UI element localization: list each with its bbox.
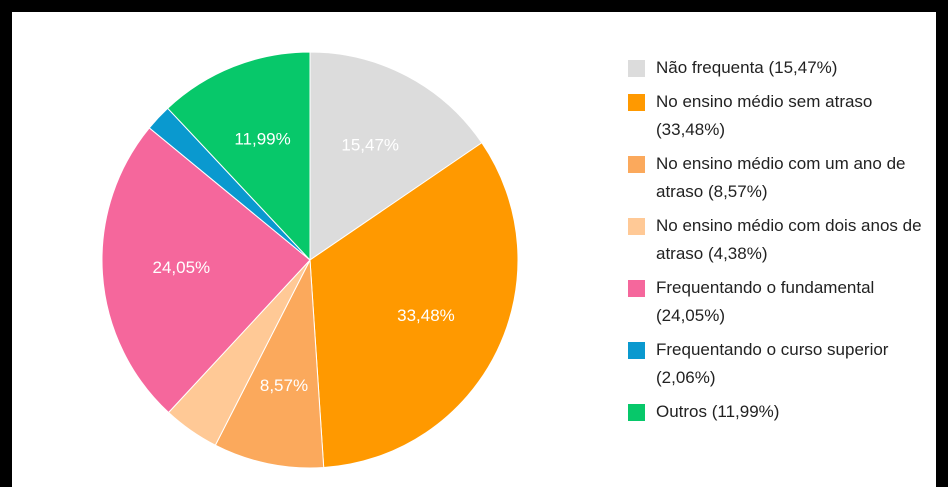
- legend-label: No ensino médio com um ano de atraso (8,…: [656, 154, 906, 201]
- legend-item: Não frequenta (15,47%): [628, 54, 928, 82]
- slice: [101, 127, 311, 414]
- legend-swatch: [628, 94, 645, 111]
- legend-swatch: [628, 404, 645, 421]
- legend-label: Outros (11,99%): [656, 402, 780, 421]
- pie: 15,47% 33,48% 8,57% 24,05% 11,99%: [101, 51, 519, 469]
- data-label: 11,99%: [234, 130, 290, 149]
- slice: [167, 51, 311, 262]
- legend-item: No ensino médio sem atraso (33,48%): [628, 88, 928, 144]
- slice: [309, 142, 519, 469]
- legend-swatch: [628, 218, 645, 235]
- legend-swatch: [628, 342, 645, 359]
- legend-item: No ensino médio com dois anos de atraso …: [628, 212, 928, 268]
- data-label: 15,47%: [341, 135, 399, 154]
- legend-label: Não frequenta (15,47%): [656, 58, 838, 77]
- slice: [309, 51, 483, 261]
- data-label: 33,48%: [397, 306, 455, 325]
- legend-swatch: [628, 60, 645, 77]
- legend-item: No ensino médio com um ano de atraso (8,…: [628, 150, 928, 206]
- legend-swatch: [628, 156, 645, 173]
- slice: [214, 258, 325, 469]
- legend-label: No ensino médio sem atraso (33,48%): [656, 92, 873, 139]
- data-label: 8,57%: [260, 376, 308, 395]
- legend: Não frequenta (15,47%) No ensino médio se…: [628, 54, 928, 432]
- legend-swatch: [628, 280, 645, 297]
- legend-label: Frequentando o curso superior (2,06%): [656, 340, 889, 387]
- data-label: 24,05%: [152, 258, 210, 277]
- legend-item: Frequentando o fundamental (24,05%): [628, 274, 928, 330]
- legend-item: Outros (11,99%): [628, 398, 928, 426]
- legend-label: No ensino médio com dois anos de atraso …: [656, 216, 922, 263]
- legend-item: Frequentando o curso superior (2,06%): [628, 336, 928, 392]
- legend-label: Frequentando o fundamental (24,05%): [656, 278, 875, 325]
